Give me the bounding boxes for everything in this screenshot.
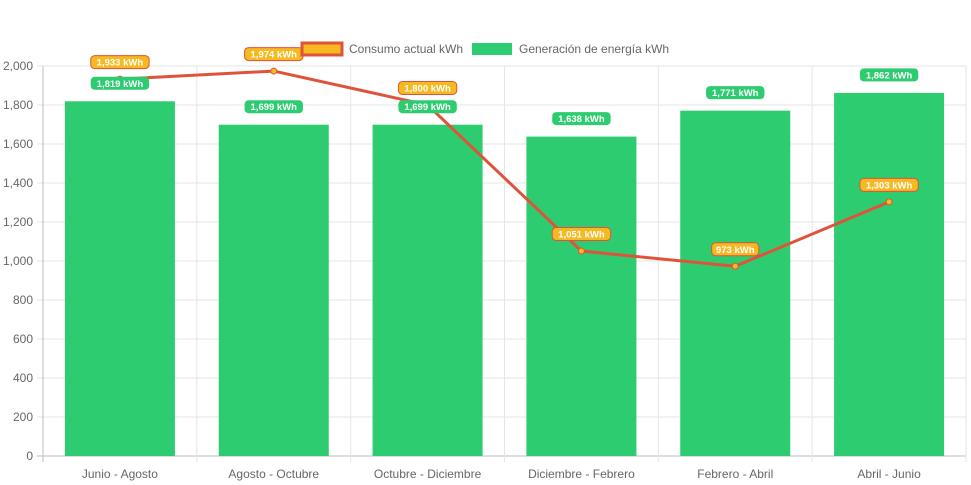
y-tick-label: 0 <box>26 449 33 463</box>
line-data-label: 1,051 kWh <box>558 230 605 241</box>
line-series-consumo <box>119 69 890 268</box>
bar-data-label: 1,699 kWh <box>404 102 451 113</box>
x-tick-label: Febrero - Abril <box>697 467 773 481</box>
legend-label-consumo: Consumo actual kWh <box>349 42 463 56</box>
line-data-label-bg <box>711 242 760 257</box>
bar <box>372 124 483 456</box>
bar-data-label-bg <box>552 112 611 126</box>
bar-data-label: 1,699 kWh <box>251 102 298 113</box>
y-tick-label: 2,000 <box>3 59 33 73</box>
line-point <box>885 198 893 206</box>
legend-swatch-consumo <box>300 41 344 57</box>
bar-data-label-bg <box>398 100 457 114</box>
line-data-label: 973 kWh <box>716 245 755 256</box>
y-tick-label: 1,000 <box>3 254 33 268</box>
bar-data-label-bg <box>90 76 150 90</box>
line-data-label-bg <box>859 177 919 192</box>
bar-data-label: 1,862 kWh <box>866 70 913 81</box>
y-tick-label: 200 <box>13 410 33 424</box>
bar-data-label: 1,638 kWh <box>558 114 605 125</box>
line-data-label-bg <box>90 55 150 70</box>
line-data-label: 1,933 kWh <box>97 58 144 69</box>
y-tick-label: 600 <box>13 332 33 346</box>
bar-data-label: 1,819 kWh <box>97 79 144 90</box>
line-point <box>270 67 278 75</box>
bar-data-label-bg <box>706 86 765 100</box>
y-tick-label: 800 <box>13 293 33 307</box>
line-point <box>731 262 739 270</box>
line-data-label: 1,303 kWh <box>866 180 913 191</box>
line-data-label: 1,800 kWh <box>404 84 451 95</box>
line-data-label: 1,974 kWh <box>251 50 298 61</box>
x-tick-label: Junio - Agosto <box>82 467 158 481</box>
y-tick-label: 1,600 <box>3 137 33 151</box>
legend-label-generacion: Generación de energía kWh <box>519 42 669 56</box>
x-tick-label: Octubre - Diciembre <box>374 467 482 481</box>
bar <box>680 110 791 456</box>
bar <box>218 124 329 456</box>
bar <box>526 136 637 456</box>
line-point <box>577 247 585 255</box>
x-tick-label: Abril - Junio <box>857 467 921 481</box>
y-tick-label: 1,400 <box>3 176 33 190</box>
x-tick-label: Diciembre - Febrero <box>528 467 635 481</box>
legend-swatch-generacion <box>472 43 512 55</box>
y-tick-label: 400 <box>13 371 33 385</box>
bar-data-label-bg <box>244 100 303 114</box>
y-tick-label: 1,200 <box>3 215 33 229</box>
line-data-label-bg <box>551 227 612 242</box>
bar-data-label: 1,771 kWh <box>712 88 759 99</box>
bar <box>834 92 945 456</box>
x-tick-label: Agosto - Octubre <box>228 467 319 481</box>
y-tick-label: 1,800 <box>3 98 33 112</box>
bar-data-label-bg <box>859 68 919 82</box>
bar <box>64 101 175 457</box>
line-data-label-bg <box>397 81 458 95</box>
